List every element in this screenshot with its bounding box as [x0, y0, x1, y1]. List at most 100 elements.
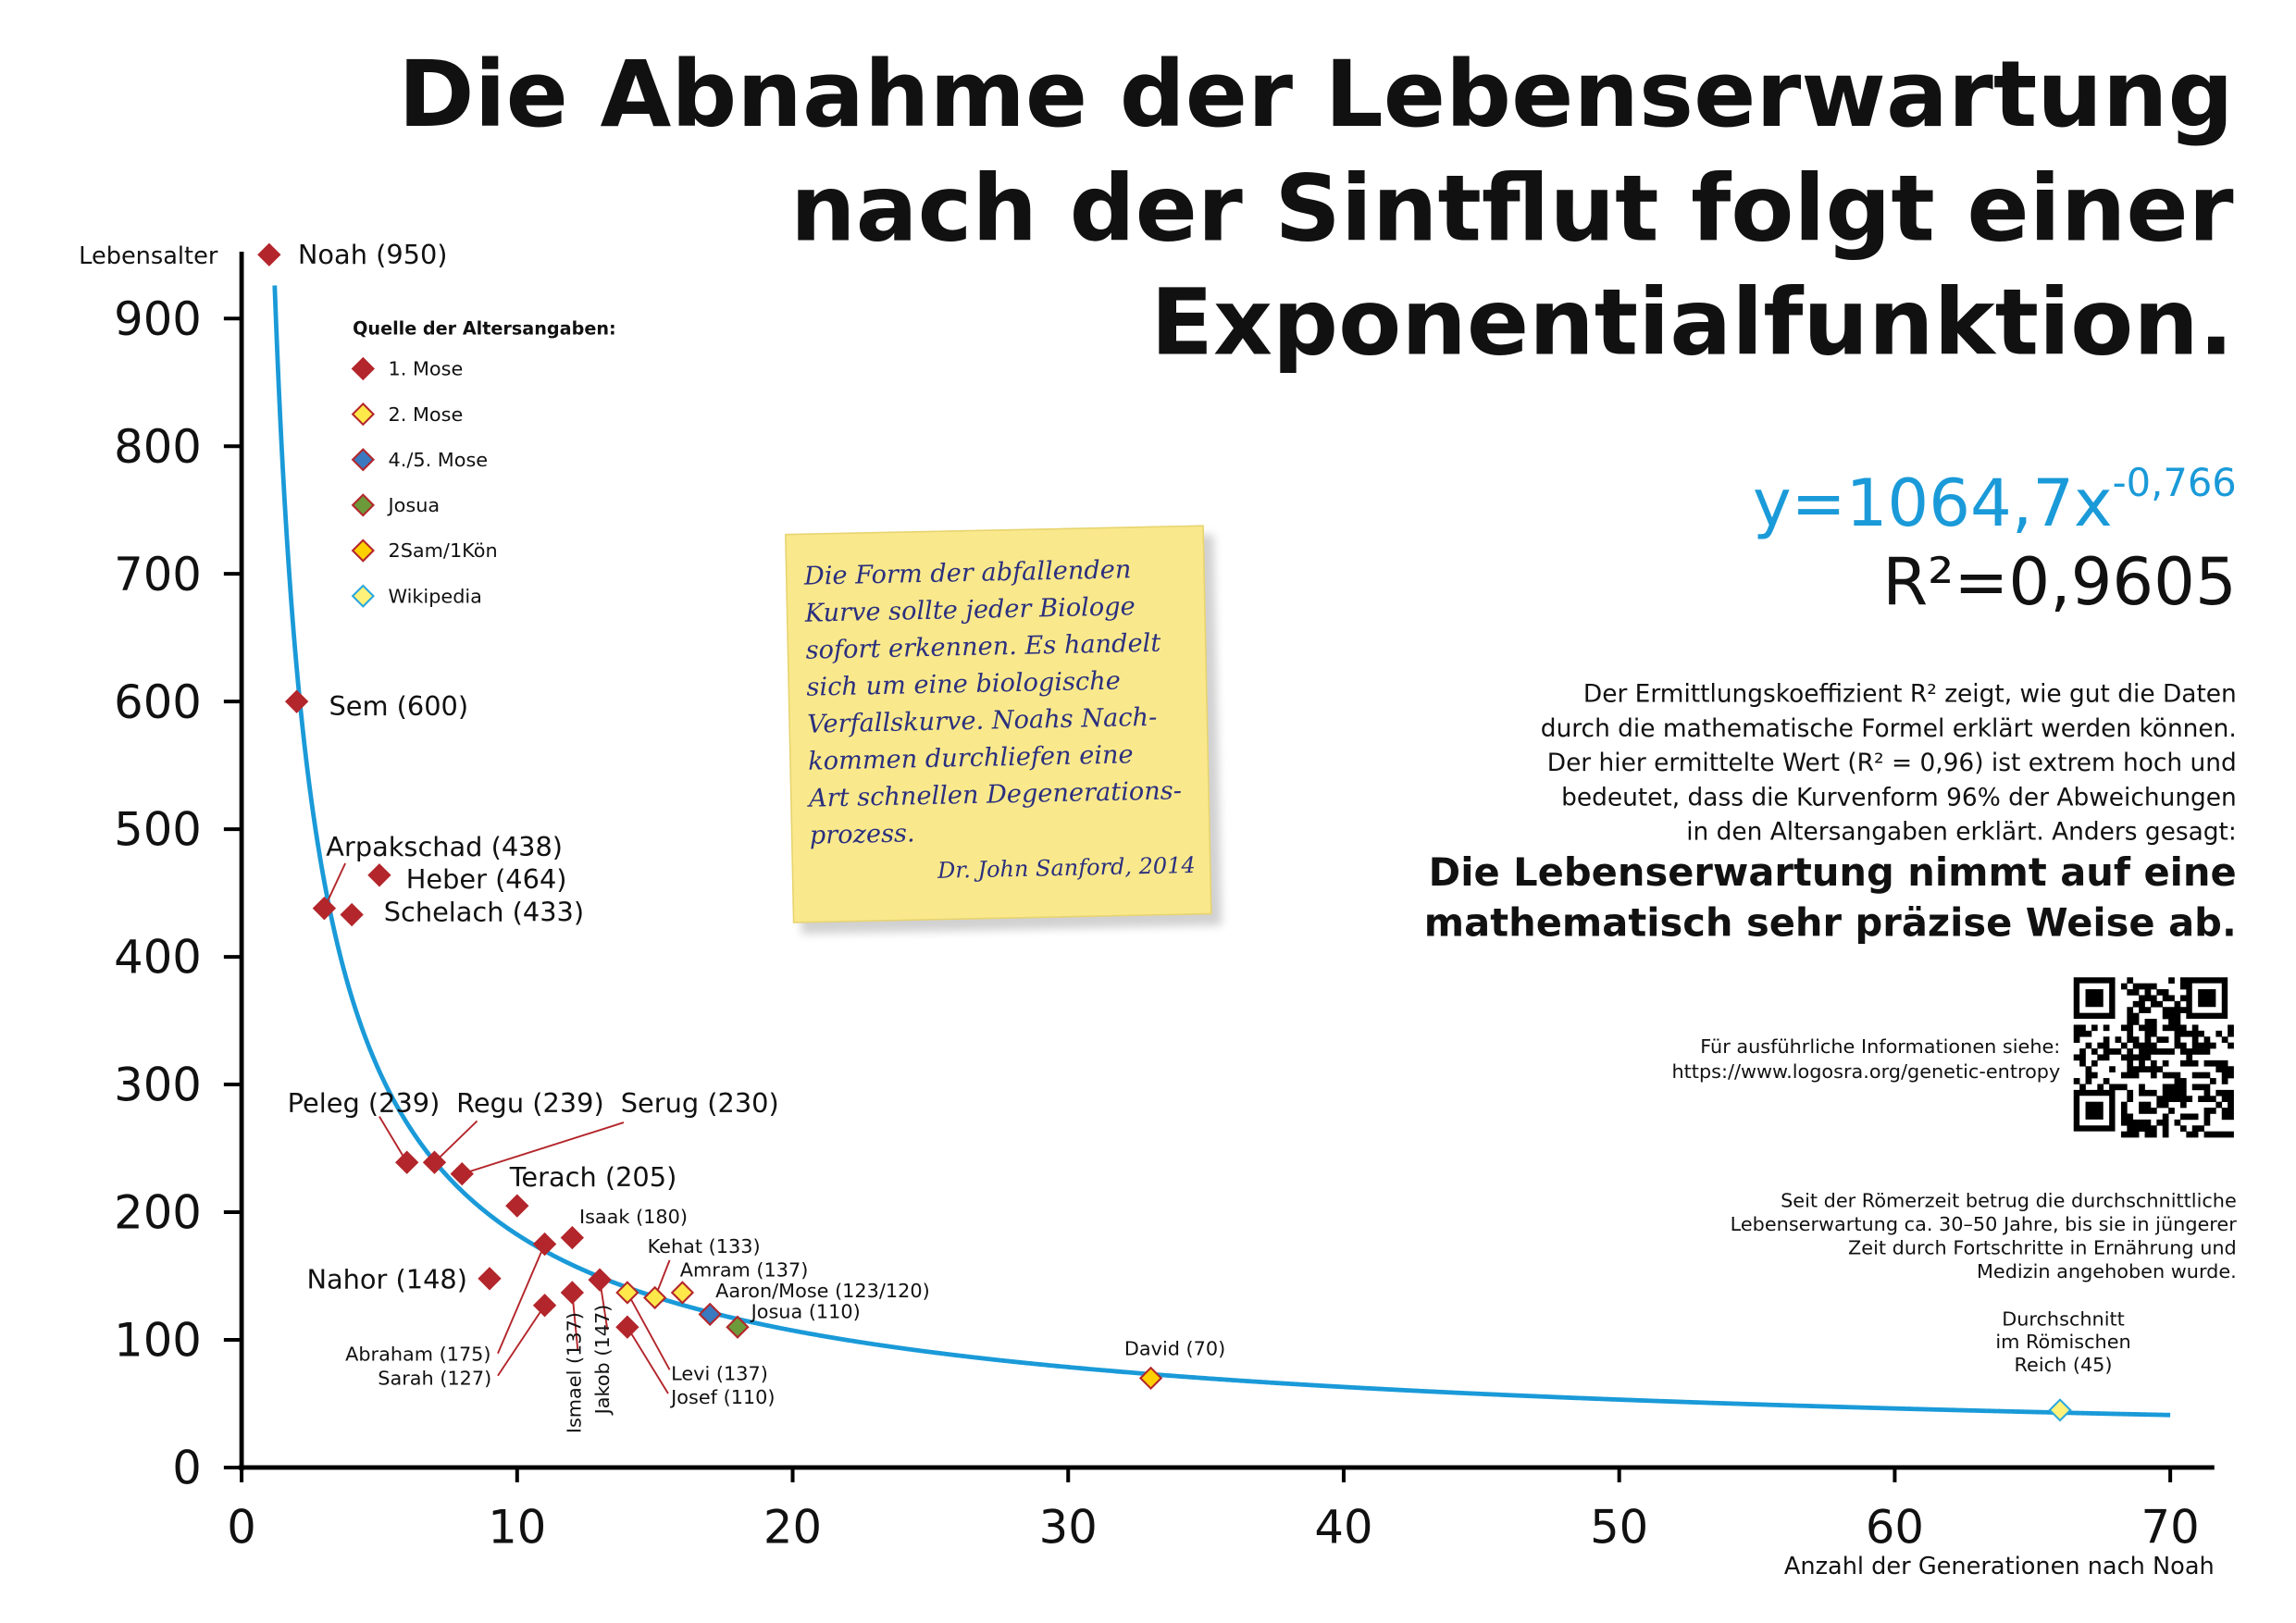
qr-module: [2191, 1113, 2199, 1121]
qr-module: [2132, 1000, 2140, 1008]
explanation: Der hier ermittelte Wert (R² = 0,96) ist…: [1547, 749, 2237, 777]
leader-line: [461, 1121, 625, 1175]
legend-marker: [351, 493, 375, 517]
quote-line: prozess.: [810, 819, 915, 849]
qr-finder: [2073, 977, 2116, 1020]
point-label: Isaak (180): [579, 1206, 688, 1228]
qr-module: [2144, 1131, 2152, 1138]
qr-module: [2156, 989, 2164, 996]
qr-module: [2073, 1054, 2080, 1061]
qr-module: [2079, 1048, 2086, 1055]
leader-line: [379, 1116, 408, 1163]
qr-module: [2073, 1030, 2080, 1037]
qr-module: [2186, 1131, 2193, 1138]
qr-module: [2132, 989, 2140, 996]
qr-module: [2132, 1042, 2140, 1049]
qr-module: [2150, 1024, 2157, 1032]
qr-module: [2103, 1024, 2110, 1032]
roman-note: Medizin angehoben wurde.: [1977, 1260, 2237, 1282]
point-label: Levi (137): [671, 1363, 768, 1385]
qr-module: [2139, 1042, 2145, 1049]
qr-module: [2120, 983, 2128, 990]
qr-module: [2191, 1072, 2199, 1079]
qr-module: [2115, 1084, 2122, 1091]
qr-module: [2198, 1072, 2204, 1079]
qr-module: [2132, 1125, 2140, 1132]
qr-module: [2162, 1024, 2169, 1032]
chart-title: Die Abnahme der Lebenserwartung: [398, 42, 2233, 148]
y-tick-label: 300: [114, 1059, 202, 1112]
qr-module: [2203, 1113, 2211, 1121]
point-label: Terach (205): [509, 1161, 677, 1193]
qr-module: [2127, 1030, 2134, 1037]
qr-module: [2127, 1131, 2134, 1138]
point-label: im Römischen: [1995, 1331, 2130, 1353]
y-tick-label: 100: [114, 1314, 202, 1368]
qr-module: [2179, 1096, 2187, 1102]
qr-module: [2120, 1108, 2128, 1114]
data-point: [670, 1281, 695, 1305]
qr-module: [2156, 1066, 2164, 1072]
qr-module: [2144, 1024, 2152, 1032]
qr-module: [2228, 1113, 2234, 1121]
leader-line: [433, 1120, 478, 1163]
qr-module: [2156, 1119, 2164, 1126]
point-label: Sarah (127): [378, 1367, 491, 1389]
data-point: [340, 902, 364, 927]
qr-module: [2150, 1030, 2157, 1037]
leader-line: [497, 1305, 546, 1377]
qr-module: [2228, 1066, 2234, 1072]
quote-line: sich um eine biologische: [806, 667, 1121, 702]
qr-module: [2228, 1101, 2234, 1109]
equation-exponent: -0,766: [2113, 460, 2237, 505]
qr-module: [2085, 1072, 2092, 1079]
qr-module: [2203, 1072, 2211, 1079]
qr-module: [2150, 1048, 2157, 1055]
qr-module: [2073, 1036, 2080, 1043]
qr-module: [2103, 1042, 2110, 1049]
point-label: Arpakschad (438): [326, 831, 563, 862]
qr-module: [2127, 1066, 2134, 1072]
qr-module: [2150, 1019, 2157, 1025]
point-label: Ismael (137): [564, 1312, 586, 1433]
qr-module: [2144, 1119, 2152, 1126]
qr-module: [2162, 1101, 2169, 1109]
qr-module: [2162, 1048, 2169, 1055]
qr-module: [2215, 1059, 2223, 1067]
legend-marker: [351, 584, 375, 608]
qr-module: [2079, 1030, 2086, 1037]
qr-module: [2198, 1096, 2204, 1102]
qr-module: [2115, 1048, 2122, 1055]
qr-module: [2150, 1042, 2157, 1049]
point-label: Amram (137): [680, 1259, 809, 1282]
point-label: Aaron/Mose (123/120): [715, 1280, 930, 1302]
qr-module: [2228, 1096, 2234, 1102]
r-squared: R²=0,9605: [1882, 544, 2237, 620]
qr-module: [2209, 1042, 2216, 1049]
qr-module: [2150, 983, 2157, 990]
x-axis-label: Anzahl der Generationen nach Noah: [1784, 1553, 2215, 1580]
qr-module: [2174, 1036, 2181, 1043]
qr-module: [2115, 1036, 2122, 1043]
data-point: [284, 689, 309, 713]
qr-module: [2079, 1054, 2086, 1061]
legend-label: Josua: [387, 494, 441, 516]
qr-module: [2162, 1012, 2169, 1020]
qr-finder: [2073, 1089, 2116, 1132]
qr-module: [2139, 1089, 2145, 1096]
point-label: Noah (950): [298, 239, 448, 270]
y-tick-label: 0: [172, 1442, 202, 1495]
data-point: [505, 1194, 529, 1218]
qr-module: [2162, 1131, 2169, 1138]
qr-module: [2179, 1042, 2187, 1049]
qr-module: [2132, 983, 2140, 990]
qr-module: [2144, 1042, 2152, 1049]
qr-module: [2120, 1119, 2128, 1126]
qr-module: [2174, 1084, 2181, 1091]
qr-module: [2144, 989, 2152, 996]
data-point: [1138, 1366, 1163, 1391]
qr-module: [2162, 1125, 2169, 1132]
qr-module: [2215, 1101, 2223, 1109]
legend-label: 1. Mose: [389, 358, 464, 380]
